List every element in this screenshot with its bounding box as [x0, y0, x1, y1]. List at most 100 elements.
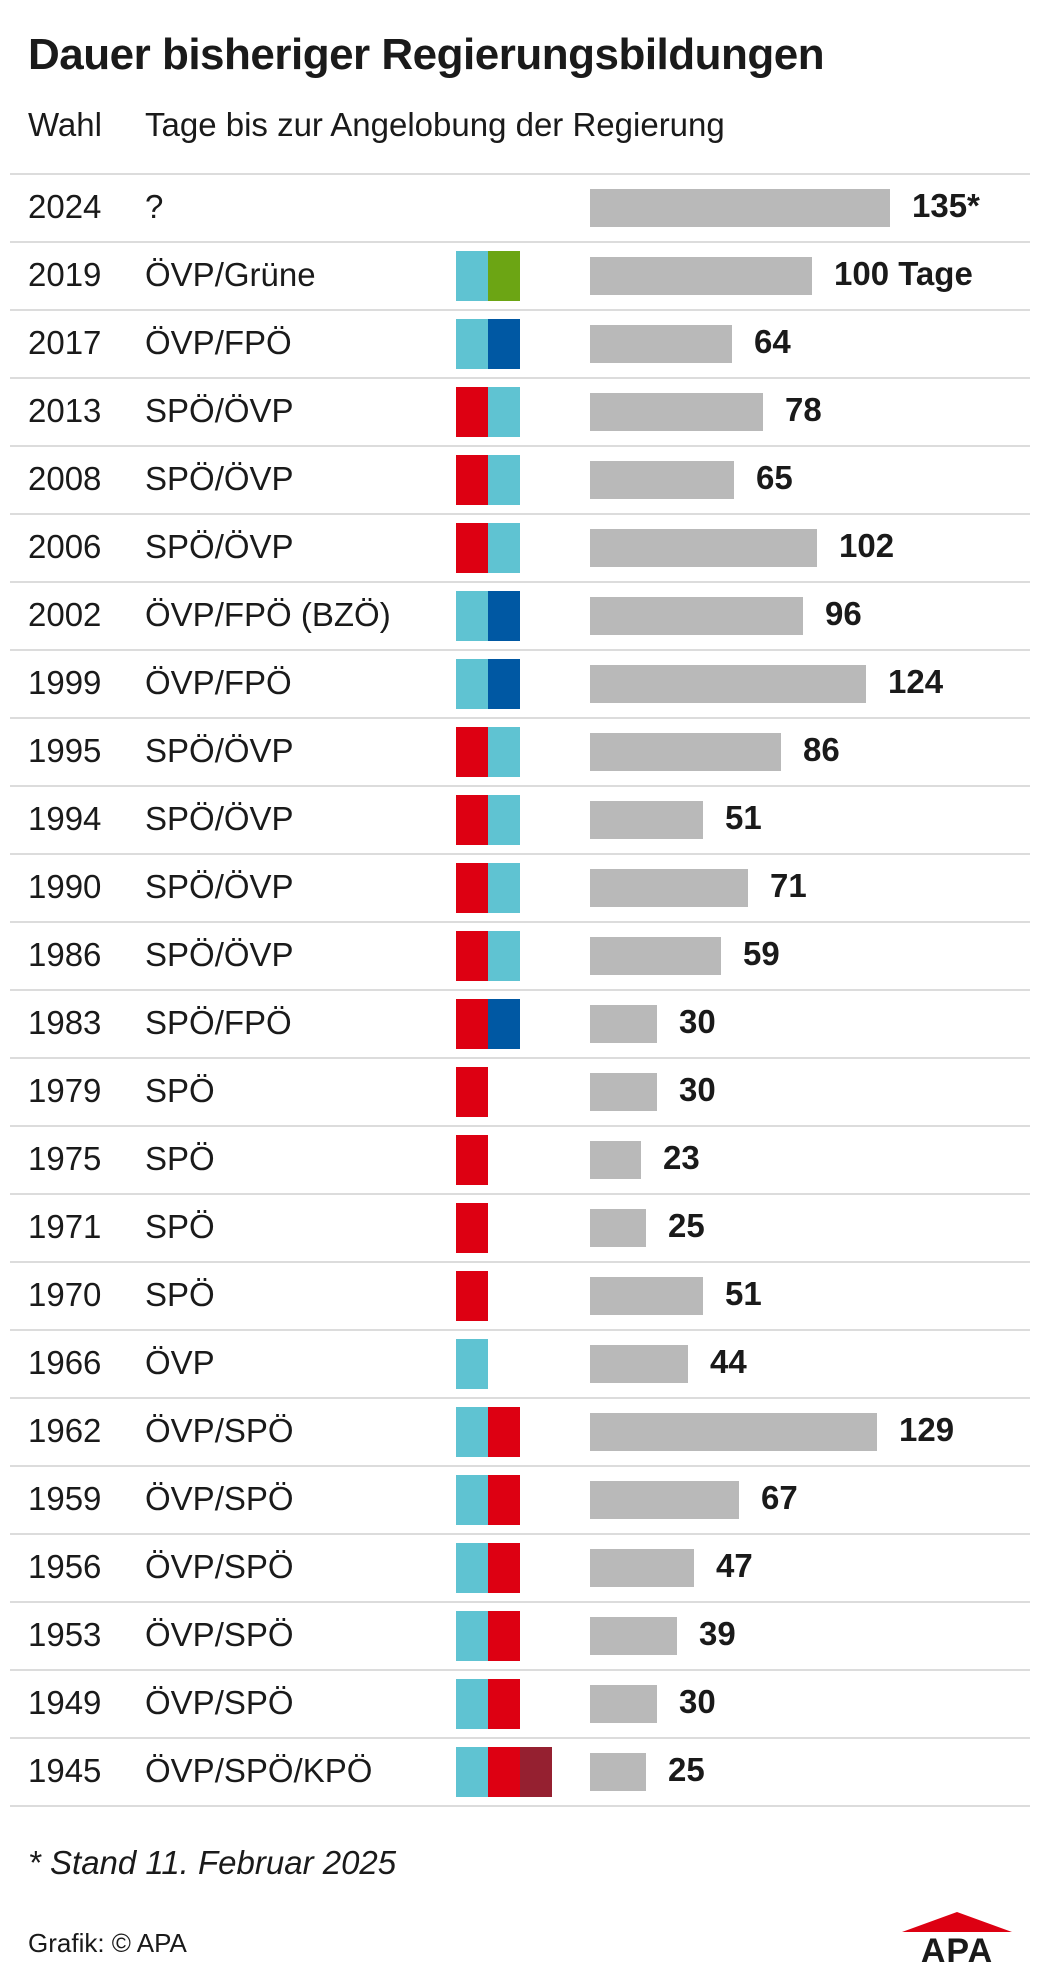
chart-row: 1990 SPÖ/ÖVP 71: [10, 853, 1030, 921]
party-swatch: [488, 659, 520, 709]
bar: [590, 1481, 739, 1519]
bar: [590, 1277, 703, 1315]
bar-value-label: 135*: [912, 187, 980, 224]
party-swatch: [456, 931, 488, 981]
chart-row: 1959 ÖVP/SPÖ 67: [10, 1465, 1030, 1533]
party-swatch: [488, 1611, 520, 1661]
row-year: 1994: [28, 800, 102, 837]
chart-row: 2006 SPÖ/ÖVP 102: [10, 513, 1030, 581]
bar-value-label: 30: [679, 1683, 716, 1720]
chart-row: 1995 SPÖ/ÖVP 86: [10, 717, 1030, 785]
logo-text: APA: [921, 1932, 993, 1966]
bar-value-label: 51: [725, 799, 762, 836]
row-coalition: ÖVP: [145, 1344, 215, 1381]
chart-row: 1945 ÖVP/SPÖ/KPÖ 25: [10, 1737, 1030, 1807]
party-swatch: [456, 1067, 488, 1117]
bar: [590, 1413, 877, 1451]
party-swatch: [456, 1135, 488, 1185]
party-swatches: [456, 1611, 520, 1661]
bar-value-label: 78: [785, 391, 822, 428]
party-swatch: [488, 1407, 520, 1457]
row-year: 1949: [28, 1684, 102, 1721]
party-swatches: [456, 659, 520, 709]
row-year: 1970: [28, 1276, 102, 1313]
party-swatches: [456, 455, 520, 505]
row-coalition: ÖVP/Grüne: [145, 256, 316, 293]
row-year: 2017: [28, 324, 102, 361]
chart-row: 1979 SPÖ 30: [10, 1057, 1030, 1125]
bar: [590, 597, 803, 635]
bar-value-label: 124: [888, 663, 944, 700]
party-swatch: [456, 1475, 488, 1525]
party-swatch: [456, 1271, 488, 1321]
row-coalition: SPÖ/ÖVP: [145, 868, 294, 905]
bar-value-label: 102: [839, 527, 895, 564]
row-year: 1959: [28, 1480, 102, 1517]
party-swatch: [456, 523, 488, 573]
party-swatch: [488, 523, 520, 573]
bar: [590, 393, 763, 431]
party-swatch: [488, 931, 520, 981]
party-swatch: [488, 795, 520, 845]
party-swatch: [456, 455, 488, 505]
row-year: 1953: [28, 1616, 102, 1653]
row-coalition: ÖVP/SPÖ: [145, 1616, 294, 1653]
row-coalition: ÖVP/SPÖ: [145, 1412, 294, 1449]
bar: [590, 1209, 646, 1247]
party-swatches: [456, 999, 520, 1049]
chart-row: 2024? 135*: [10, 173, 1030, 241]
bar: [590, 529, 817, 567]
party-swatches: [456, 931, 520, 981]
party-swatches: [456, 319, 520, 369]
chart-row: 1971 SPÖ 25: [10, 1193, 1030, 1261]
party-swatch: [456, 1339, 488, 1389]
bar-value-label: 65: [756, 459, 793, 496]
bar: [590, 325, 732, 363]
bar: [590, 461, 734, 499]
party-swatch: [488, 455, 520, 505]
bar-value-label: 86: [803, 731, 840, 768]
party-swatch: [488, 863, 520, 913]
chart-row: 1949 ÖVP/SPÖ 30: [10, 1669, 1030, 1737]
party-swatch: [488, 591, 520, 641]
bar-value-label: 25: [668, 1751, 705, 1788]
party-swatch: [488, 387, 520, 437]
party-swatches: [456, 1407, 520, 1457]
chart-row: 1994 SPÖ/ÖVP 51: [10, 785, 1030, 853]
row-coalition: SPÖ/ÖVP: [145, 732, 294, 769]
party-swatch: [456, 1747, 488, 1797]
party-swatches: [456, 387, 520, 437]
credit: Grafik: © APA: [28, 1928, 187, 1958]
row-coalition: SPÖ: [145, 1072, 215, 1109]
row-coalition: SPÖ/FPÖ: [145, 1004, 292, 1041]
party-swatch: [488, 251, 520, 301]
party-swatches: [456, 1067, 488, 1117]
bar: [590, 869, 748, 907]
party-swatch: [456, 1407, 488, 1457]
bar-value-label: 44: [710, 1343, 747, 1380]
bar: [590, 189, 890, 227]
party-swatch: [456, 1543, 488, 1593]
party-swatch: [456, 319, 488, 369]
row-coalition: ÖVP/SPÖ: [145, 1480, 294, 1517]
apa-logo: APA: [902, 1912, 1012, 1966]
chart-row: 1999 ÖVP/FPÖ 124: [10, 649, 1030, 717]
bar: [590, 1073, 657, 1111]
bar: [590, 733, 781, 771]
chart-row: 1986 SPÖ/ÖVP 59: [10, 921, 1030, 989]
bar-value-label: 30: [679, 1071, 716, 1108]
bar-value-label: 64: [754, 323, 791, 360]
row-year: 1990: [28, 868, 102, 905]
bar: [590, 665, 866, 703]
party-swatches: [456, 795, 520, 845]
bar: [590, 1549, 694, 1587]
row-year: 1971: [28, 1208, 102, 1245]
party-swatches: [456, 1339, 488, 1389]
chart-row: 1983 SPÖ/FPÖ 30: [10, 989, 1030, 1057]
bar: [590, 1005, 657, 1043]
bar: [590, 1617, 677, 1655]
party-swatch: [488, 999, 520, 1049]
row-year: 1945: [28, 1752, 102, 1789]
row-coalition: ÖVP/SPÖ: [145, 1684, 294, 1721]
bar-value-label: 100 Tage: [834, 255, 973, 292]
